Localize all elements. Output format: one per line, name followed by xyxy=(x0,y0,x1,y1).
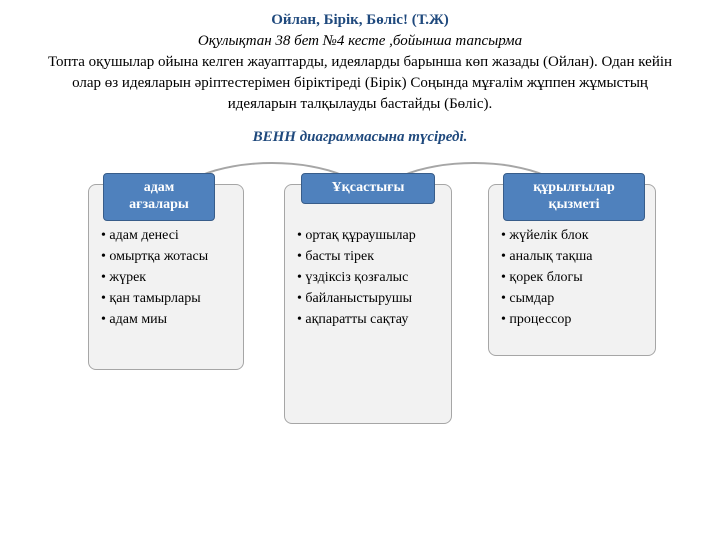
list-item: ақпаратты сақтау xyxy=(297,309,439,330)
list-item: жүрек xyxy=(101,267,231,288)
list-item: процессор xyxy=(501,309,643,330)
page-subtitle: Оқулықтан 38 бет №4 кесте ,бойынша тапсы… xyxy=(40,31,680,52)
list-item: сымдар xyxy=(501,288,643,309)
card-header-left: адам ағзалары xyxy=(103,173,215,221)
card-left: адам ағзаларыадам денесіомыртқа жотасыжү… xyxy=(88,184,244,370)
list-item: байланыстырушы xyxy=(297,288,439,309)
venn-title: ВЕНН диаграммасына түсіреді. xyxy=(40,129,680,146)
card-center: Ұқсастығыортақ құраушыларбасты тірекүзді… xyxy=(284,184,452,424)
list-item: ортақ құраушылар xyxy=(297,225,439,246)
list-item: жүйелік блок xyxy=(501,225,643,246)
list-item: қан тамырлары xyxy=(101,288,231,309)
list-item: басты тірек xyxy=(297,246,439,267)
list-item: омыртқа жотасы xyxy=(101,246,231,267)
card-header-right: құрылғылар қызметі xyxy=(503,173,645,221)
list-item: адам миы xyxy=(101,309,231,330)
page-title: Ойлан, Бірік, Бөліс! (Т.Ж) xyxy=(40,10,680,31)
card-right: құрылғылар қызметіжүйелік блоканалық тақ… xyxy=(488,184,656,356)
page-description: Топта оқушылар ойына келген жауаптарды, … xyxy=(40,52,680,115)
list-item: қорек блогы xyxy=(501,267,643,288)
list-item: үздіксіз қозғалыс xyxy=(297,267,439,288)
list-item: адам денесі xyxy=(101,225,231,246)
card-header-center: Ұқсастығы xyxy=(301,173,435,204)
card-body-center: ортақ құраушыларбасты тірекүздіксіз қозғ… xyxy=(285,185,451,342)
list-item: аналық тақша xyxy=(501,246,643,267)
venn-diagram: адам ағзаларыадам денесіомыртқа жотасыжү… xyxy=(0,154,720,474)
